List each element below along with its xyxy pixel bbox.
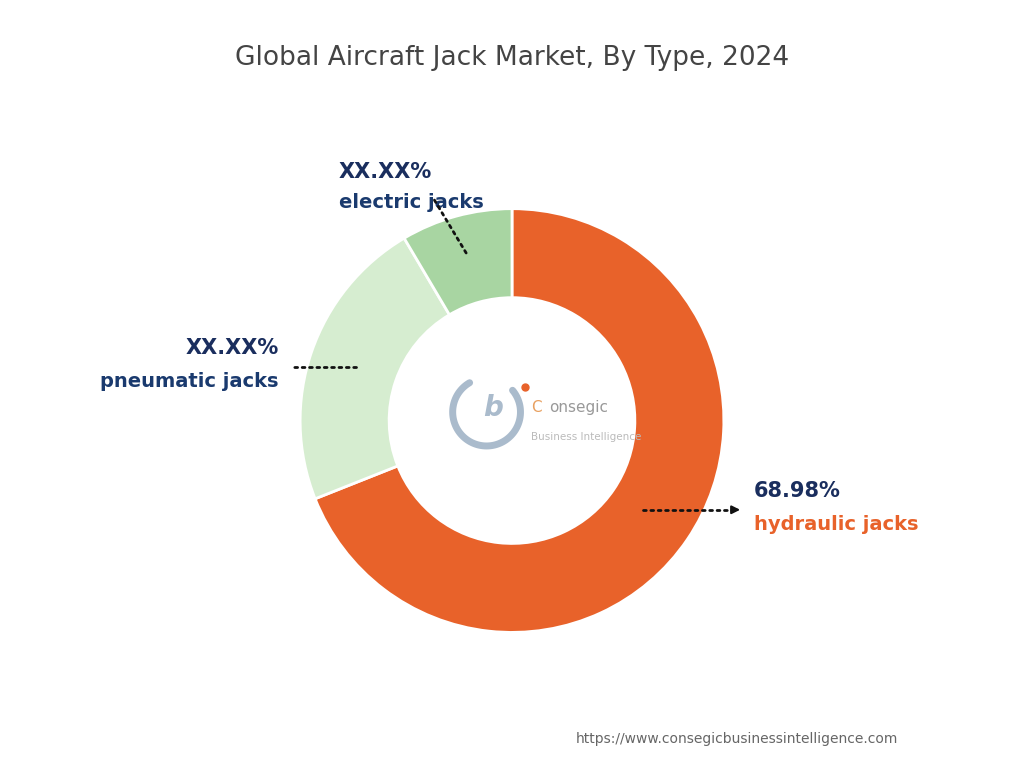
Text: Global Aircraft Jack Market, By Type, 2024: Global Aircraft Jack Market, By Type, 20… bbox=[234, 45, 790, 71]
Text: XX.XX%: XX.XX% bbox=[185, 338, 279, 358]
Text: electric jacks: electric jacks bbox=[339, 193, 483, 212]
Text: XX.XX%: XX.XX% bbox=[339, 163, 432, 183]
Text: https://www.consegicbusinessintelligence.com: https://www.consegicbusinessintelligence… bbox=[577, 732, 898, 746]
Circle shape bbox=[391, 300, 633, 541]
Text: hydraulic jacks: hydraulic jacks bbox=[754, 515, 919, 534]
Wedge shape bbox=[300, 238, 450, 498]
Wedge shape bbox=[315, 209, 724, 632]
Text: 68.98%: 68.98% bbox=[754, 481, 841, 501]
Text: Business Intelligence: Business Intelligence bbox=[531, 432, 641, 442]
Text: b: b bbox=[483, 394, 503, 422]
Text: C: C bbox=[531, 400, 542, 415]
Text: pneumatic jacks: pneumatic jacks bbox=[100, 372, 279, 392]
Text: onsegic: onsegic bbox=[549, 400, 608, 415]
Wedge shape bbox=[404, 209, 512, 315]
